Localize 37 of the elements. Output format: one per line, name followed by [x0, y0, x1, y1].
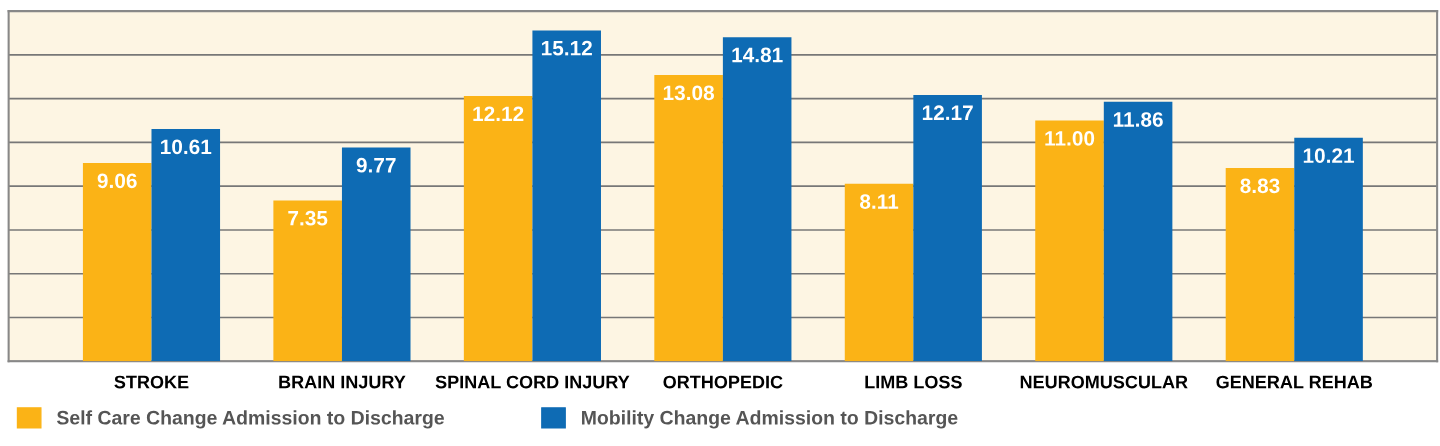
bar: [273, 200, 342, 362]
bar: [654, 75, 723, 362]
x-tick-label: LIMB LOSS: [865, 375, 962, 389]
data-label: 15.12: [541, 40, 592, 56]
data-label: 14.81: [732, 47, 783, 63]
x-tick-label: STROKE: [114, 375, 189, 389]
bar: [1225, 168, 1295, 362]
bar: [82, 163, 152, 362]
x-tick-label: SPINAL CORD INJURY: [435, 375, 630, 389]
bar: [341, 147, 411, 362]
legend-label: Self Care Change Admission to Discharge: [56, 410, 444, 429]
bar: [1294, 137, 1363, 362]
data-label: 7.35: [288, 210, 328, 226]
x-tick-label: BRAIN INJURY: [279, 375, 406, 389]
bar: [844, 183, 914, 362]
data-label: 13.08: [663, 85, 715, 101]
bar: [1103, 101, 1173, 362]
data-label: 8.83: [1240, 178, 1280, 194]
data-label: 12.17: [922, 105, 973, 120]
x-tick-label: NEUROMUSCULAR: [1020, 375, 1188, 389]
bar: [722, 37, 792, 362]
bar: [1035, 120, 1104, 362]
data-label: 10.61: [161, 139, 212, 155]
data-label: 12.12: [473, 106, 524, 121]
bar: [463, 96, 533, 362]
bar: [913, 94, 982, 362]
data-label: 8.11: [860, 194, 899, 209]
bar: [151, 129, 221, 362]
data-label: 10.21: [1303, 148, 1355, 163]
x-tick-label: ORTHOPEDIC: [663, 375, 783, 389]
data-label: 9.77: [356, 157, 396, 173]
x-tick-label: GENERAL REHAB: [1216, 375, 1373, 389]
bar: [532, 30, 601, 362]
data-label: 11.00: [1045, 130, 1095, 146]
data-label: 11.86: [1113, 112, 1163, 127]
data-label: 9.06: [97, 173, 137, 189]
legend-label: Mobility Change Admission to Discharge: [582, 410, 958, 429]
